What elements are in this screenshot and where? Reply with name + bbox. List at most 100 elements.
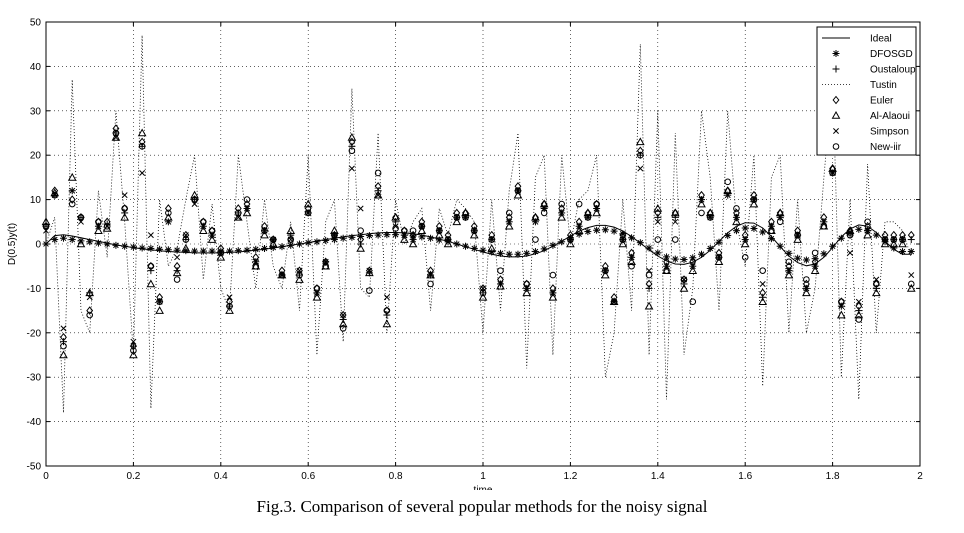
data-point-euler (51, 186, 59, 196)
data-point-al-alaoui (784, 270, 794, 279)
data-point-simpson (165, 218, 172, 225)
data-point-dfosgd (496, 249, 504, 257)
data-point-dfosgd (829, 242, 837, 250)
data-point-simpson (689, 263, 696, 270)
data-point-euler (881, 230, 889, 240)
data-point-euler (628, 248, 636, 258)
data-point-euler (715, 248, 723, 258)
x-tick-label: 1.8 (826, 471, 840, 482)
data-point-dfosgd (427, 234, 435, 242)
legend-swatch (832, 50, 840, 57)
data-point-new-iir (357, 227, 364, 234)
data-point-new-iir (147, 262, 155, 270)
data-point-dfosgd (855, 225, 863, 233)
data-point-new-iir (401, 227, 408, 234)
data-point-al-alaoui (863, 230, 872, 239)
legend: Ideal DFOSGD Oustaloup Tustin Euler Al-Alaoui… (816, 26, 917, 156)
legend-item-new-iir: New-iir (832, 142, 902, 153)
data-point-new-iir (191, 196, 198, 203)
data-point-new-iir (200, 218, 207, 226)
series-ideal (45, 222, 912, 267)
data-point-euler (313, 284, 321, 293)
data-point-new-iir (418, 222, 426, 230)
legend-swatch (831, 110, 841, 119)
data-point-dfosgd (278, 243, 286, 251)
data-point-dfosgd (785, 249, 793, 257)
data-point-euler (409, 230, 417, 240)
data-point-euler (794, 226, 802, 235)
data-point-simpson (672, 218, 679, 225)
x-axis-label: time (474, 485, 493, 490)
data-point-euler (261, 221, 268, 231)
data-point-simpson (812, 263, 819, 270)
data-point-dfosgd (234, 247, 242, 255)
data-point-euler (77, 213, 85, 222)
data-point-euler (645, 279, 653, 289)
data-point-simpson (410, 236, 417, 243)
data-point-al-alaoui (898, 239, 907, 248)
data-point-al-alaoui (399, 235, 409, 243)
data-point-new-iir (68, 200, 76, 208)
chart-figure: 0 0.2 0.4 0.6 0.8 1 1.2 1.4 1.6 1.8 2 -50 -40 -30 -20 -… (7, 17, 924, 490)
data-point-dfosgd (243, 246, 251, 254)
data-point-new-iir (811, 249, 819, 257)
x-tick-label: 0.4 (214, 471, 228, 482)
data-point-simpson (864, 227, 871, 234)
data-point-dfosgd (671, 255, 679, 263)
data-point-new-iir (103, 222, 111, 230)
data-point-euler (68, 195, 76, 204)
data-point-dfosgd (339, 234, 347, 242)
data-point-new-iir (331, 231, 338, 239)
data-point-simpson (244, 205, 250, 212)
data-point-al-alaoui (434, 230, 444, 239)
data-point-dfosgd (584, 228, 592, 236)
data-point-simpson (506, 218, 513, 225)
data-point-al-alaoui (679, 283, 689, 292)
data-point-new-iir (427, 280, 434, 288)
data-point-new-iir (759, 267, 766, 274)
series-al-alaoui (41, 128, 916, 359)
data-point-euler (164, 204, 172, 213)
data-point-al-alaoui (889, 239, 899, 248)
data-point-dfosgd (68, 236, 76, 244)
data-point-dfosgd (348, 233, 356, 241)
data-point-new-iir (252, 262, 260, 270)
data-point-euler (566, 230, 574, 240)
data-point-dfosgd (767, 235, 775, 243)
data-point-dfosgd (313, 238, 321, 246)
data-point-simpson (733, 214, 740, 221)
x-tick-label: 1.4 (651, 471, 665, 482)
data-point-simpson (654, 218, 661, 225)
data-point-al-alaoui (111, 132, 121, 141)
data-point-dfosgd (514, 250, 522, 258)
legend-label: Tustin (870, 80, 897, 91)
data-point-al-alaoui (522, 288, 532, 297)
data-point-new-iir (261, 227, 268, 234)
data-point-al-alaoui (775, 208, 785, 217)
data-point-al-alaoui (207, 235, 217, 243)
data-point-new-iir (715, 254, 723, 261)
data-point-al-alaoui (408, 239, 418, 248)
data-point-simpson (348, 165, 355, 172)
data-point-euler (112, 124, 120, 133)
data-point-al-alaoui (76, 239, 86, 248)
data-point-euler (759, 288, 767, 298)
data-point-euler (864, 221, 872, 231)
data-point-new-iir (899, 236, 906, 243)
x-tick-label: 2 (917, 471, 923, 482)
data-point-euler (855, 301, 863, 311)
data-point-al-alaoui (697, 199, 706, 208)
data-point-euler (575, 217, 583, 227)
data-point-dfosgd (418, 233, 426, 241)
data-point-euler (733, 208, 740, 218)
data-point-new-iir (803, 276, 810, 283)
y-tick-label: -40 (27, 417, 42, 428)
data-point-euler (741, 230, 749, 240)
data-point-al-alaoui (871, 288, 881, 297)
data-point-euler (357, 235, 365, 244)
data-point-euler (890, 230, 898, 240)
data-point-euler (129, 341, 137, 351)
data-point-dfosgd (759, 228, 767, 236)
data-point-oustaloup (287, 231, 295, 239)
data-point-simpson (558, 209, 565, 216)
